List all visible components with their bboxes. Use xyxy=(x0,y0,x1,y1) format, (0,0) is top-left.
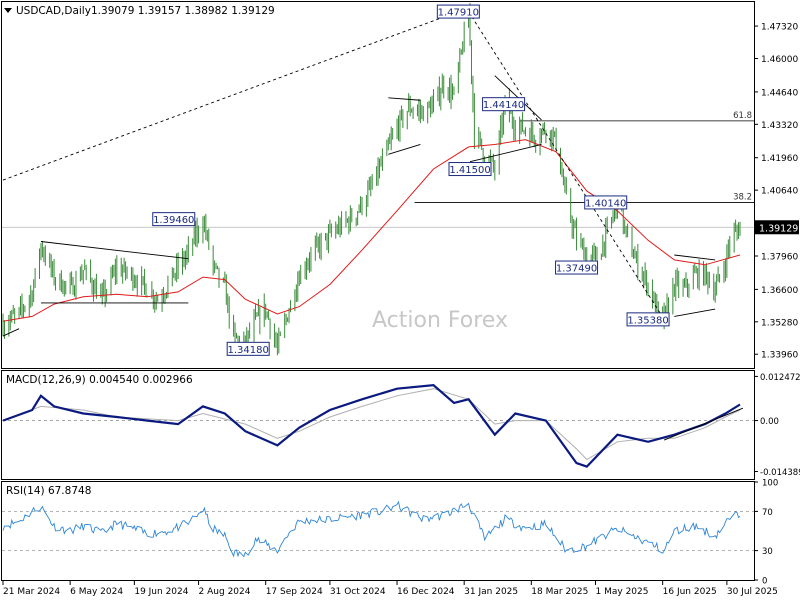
price-annotation-box xyxy=(436,4,480,19)
annotation-layer: 1.47910 1.44140 1.41500 1.40140 1.39460 1.374… xyxy=(2,4,744,441)
price-axis-label: 1.43320 xyxy=(761,121,798,131)
channel-line xyxy=(674,254,716,261)
channel-line xyxy=(469,144,542,163)
channel-line xyxy=(2,328,20,337)
x-axis-label: 16 Jun 2025 xyxy=(663,587,717,597)
channel-line xyxy=(674,308,716,317)
price-bars xyxy=(2,2,741,356)
rsi-panel-title: RSI(14) 67.8748 xyxy=(6,485,91,497)
price-axis-label: 1.37960 xyxy=(761,252,798,262)
rsi-axis-label: 70 xyxy=(762,508,773,518)
x-axis-label: 6 May 2024 xyxy=(70,587,123,597)
price-annotation-box xyxy=(555,260,599,275)
x-axis-label: 17 Sep 2024 xyxy=(266,587,323,597)
price-panel-symbol: USDCAD,Daily xyxy=(16,5,91,17)
price-axis-label: 1.33960 xyxy=(761,351,798,361)
x-axis-label: 19 Jun 2024 xyxy=(134,587,188,597)
axis-labels: 61.8 38.2 1.47320 1.46000 1.44640 1.43320 1.41… xyxy=(2,8,800,597)
collapse-arrow-icon xyxy=(4,8,12,13)
price-annotation-box xyxy=(448,162,492,177)
macd-signal-line xyxy=(2,388,741,461)
price-annotation-box xyxy=(584,195,628,210)
channel-line xyxy=(388,144,421,155)
x-axis-label: 18 Mar 2025 xyxy=(531,587,588,597)
trendline-dotted xyxy=(2,11,459,181)
price-axis-label: 1.46000 xyxy=(761,55,798,65)
macd-panel-title: MACD(12,26,9) 0.004540 0.002966 xyxy=(6,374,193,386)
rsi-axis-label: 0 xyxy=(762,577,767,587)
price-axis-label: 1.47320 xyxy=(761,23,798,33)
price-annotation-box xyxy=(226,341,270,356)
rsi-panel-frame xyxy=(1,481,755,581)
rsi-axis-label: 100 xyxy=(762,479,778,489)
price-axis-label: 1.41960 xyxy=(761,154,798,164)
series-layer xyxy=(2,2,741,558)
x-axis-label: 16 Dec 2024 xyxy=(397,587,455,597)
price-axis-label: 1.35280 xyxy=(761,318,798,328)
macd-panel-frame xyxy=(1,370,755,480)
price-panel-frame xyxy=(1,1,755,369)
price-annotation-label: 1.39460 xyxy=(153,215,194,226)
x-axis-label: 1 May 2025 xyxy=(596,587,649,597)
price-axis-label: 1.40640 xyxy=(761,187,798,197)
channel-line xyxy=(40,241,189,260)
price-panel-ohlc: 1.39079 1.39157 1.38982 1.39129 xyxy=(91,5,275,17)
macd-trendline xyxy=(663,407,744,441)
price-annotation-box xyxy=(152,212,196,227)
price-annotation-label: 1.47910 xyxy=(438,8,479,19)
macd-axis-label: 0.00 xyxy=(760,417,779,427)
watermark: Action Forex xyxy=(372,308,508,333)
channel-line xyxy=(388,97,421,101)
current-price-label: 1.39129 xyxy=(759,223,798,234)
trendline-dotted xyxy=(468,11,665,320)
price-annotation-label: 1.35380 xyxy=(627,315,668,326)
price-annotation-box xyxy=(626,312,670,327)
current-price-box xyxy=(755,220,799,235)
fib-level-label: 61.8 xyxy=(733,111,752,121)
rsi-axis-label: 30 xyxy=(762,547,773,557)
price-annotation-label: 1.40140 xyxy=(585,198,626,209)
price-annotation-label: 1.44140 xyxy=(483,100,524,111)
fib-level-label: 38.2 xyxy=(733,192,752,202)
price-annotation-label: 1.37490 xyxy=(556,264,597,275)
price-axis-label: 1.44640 xyxy=(761,88,798,98)
macd-axis-label: -0.014389 xyxy=(760,468,800,478)
macd-axis-label: 0.012472 xyxy=(760,373,800,383)
moving-average-line xyxy=(2,139,741,322)
x-axis-label: 30 Jul 2025 xyxy=(727,587,778,597)
x-axis-label: 31 Oct 2024 xyxy=(330,587,386,597)
x-axis-label: 31 Jan 2025 xyxy=(464,587,518,597)
rsi-line xyxy=(2,500,741,558)
x-axis-label: 2 Aug 2024 xyxy=(199,587,251,597)
price-annotation-box xyxy=(482,97,526,112)
x-axis-label: 21 Mar 2024 xyxy=(3,587,60,597)
price-annotation-label: 1.41500 xyxy=(449,165,490,176)
price-annotation-label: 1.34180 xyxy=(228,345,269,356)
price-axis-label: 1.36600 xyxy=(761,286,798,296)
macd-line xyxy=(2,384,741,468)
